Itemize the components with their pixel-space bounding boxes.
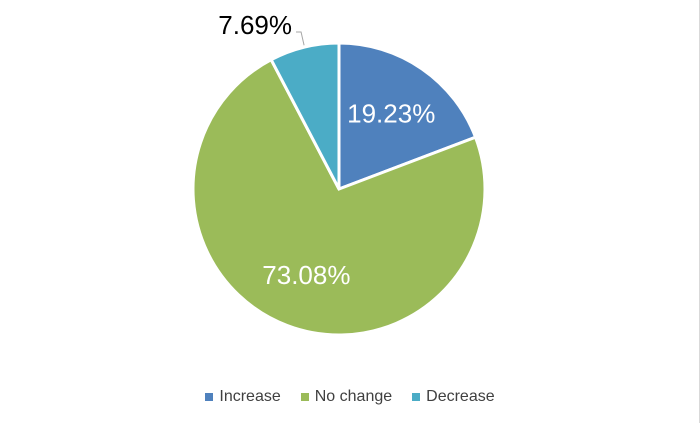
legend-item-increase: Increase — [205, 388, 281, 406]
legend-swatch — [300, 393, 309, 401]
pie-slice-increase — [337, 41, 478, 192]
legend: Increase No change Decrease — [0, 388, 700, 406]
legend-item-decrease: Decrease — [412, 388, 495, 406]
leader-line — [296, 31, 305, 46]
legend-label: Decrease — [426, 388, 495, 405]
pie-slice-decrease — [269, 41, 341, 190]
legend-swatch — [205, 393, 214, 401]
legend-swatch — [412, 393, 421, 401]
data-label-increase: 19.23% — [347, 98, 435, 128]
legend-label: Increase — [219, 388, 281, 405]
data-label-decrease: 7.69% — [218, 10, 292, 40]
legend-item-no-change: No change — [300, 388, 393, 406]
data-label-no-change: 73.08% — [262, 260, 350, 290]
legend-label: No change — [314, 388, 393, 405]
pie-slice-no-change — [191, 57, 487, 337]
